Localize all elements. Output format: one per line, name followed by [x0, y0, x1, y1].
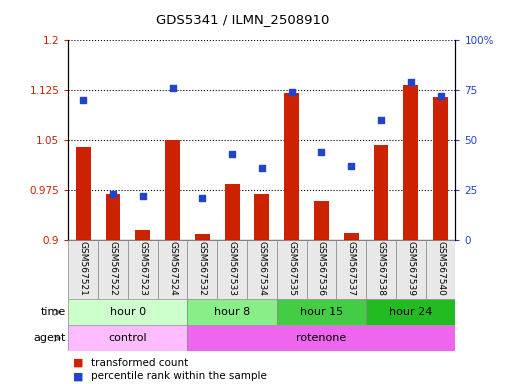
- Bar: [76, 147, 90, 240]
- Text: ■: ■: [73, 371, 84, 381]
- Bar: [194, 234, 210, 240]
- Point: [198, 195, 206, 201]
- Bar: [246, 240, 276, 299]
- Bar: [158, 240, 187, 299]
- Text: hour 24: hour 24: [388, 307, 432, 317]
- Bar: [128, 240, 158, 299]
- Text: GSM567536: GSM567536: [316, 242, 325, 296]
- Bar: [135, 230, 150, 240]
- Point: [376, 117, 384, 123]
- Bar: [365, 240, 395, 299]
- Point: [346, 163, 355, 169]
- Point: [109, 191, 117, 197]
- Text: GSM567523: GSM567523: [138, 242, 147, 296]
- Bar: [284, 93, 298, 240]
- Bar: [106, 194, 120, 240]
- Bar: [313, 201, 328, 240]
- Bar: [395, 240, 425, 299]
- Point: [436, 93, 444, 99]
- Bar: [68, 240, 98, 299]
- Point: [168, 85, 176, 91]
- Text: control: control: [109, 333, 147, 343]
- Point: [317, 149, 325, 155]
- Point: [228, 151, 236, 157]
- Bar: [165, 140, 180, 240]
- Text: rotenone: rotenone: [296, 333, 346, 343]
- Text: hour 8: hour 8: [214, 307, 249, 317]
- Point: [287, 89, 295, 95]
- Bar: [336, 240, 365, 299]
- Bar: [254, 194, 269, 240]
- Text: GSM567524: GSM567524: [168, 242, 177, 296]
- Bar: [68, 299, 187, 325]
- Text: GSM567535: GSM567535: [286, 242, 295, 296]
- Text: GSM567522: GSM567522: [108, 242, 117, 296]
- Text: GSM567539: GSM567539: [406, 242, 415, 296]
- Text: GSM567521: GSM567521: [79, 242, 87, 296]
- Text: transformed count: transformed count: [91, 358, 188, 368]
- Bar: [187, 325, 454, 351]
- Bar: [98, 240, 128, 299]
- Text: agent: agent: [33, 333, 66, 343]
- Point: [79, 97, 87, 103]
- Bar: [217, 240, 246, 299]
- Bar: [432, 97, 447, 240]
- Text: GDS5341 / ILMN_2508910: GDS5341 / ILMN_2508910: [156, 13, 329, 26]
- Text: hour 15: hour 15: [299, 307, 342, 317]
- Point: [406, 79, 414, 85]
- Point: [258, 165, 266, 171]
- Point: [138, 193, 146, 199]
- Text: ■: ■: [73, 358, 84, 368]
- Text: GSM567533: GSM567533: [227, 242, 236, 296]
- Bar: [68, 325, 187, 351]
- Text: GSM567532: GSM567532: [197, 242, 207, 296]
- Bar: [402, 86, 417, 240]
- Bar: [425, 240, 454, 299]
- Text: GSM567540: GSM567540: [435, 242, 444, 296]
- Text: GSM567538: GSM567538: [376, 242, 385, 296]
- Bar: [276, 299, 365, 325]
- Bar: [343, 233, 358, 240]
- Text: time: time: [40, 307, 66, 317]
- Text: percentile rank within the sample: percentile rank within the sample: [91, 371, 267, 381]
- Bar: [276, 240, 306, 299]
- Bar: [187, 299, 276, 325]
- Bar: [373, 145, 388, 240]
- Bar: [365, 299, 454, 325]
- Bar: [306, 240, 336, 299]
- Text: GSM567537: GSM567537: [346, 242, 355, 296]
- Text: GSM567534: GSM567534: [257, 242, 266, 296]
- Bar: [224, 184, 239, 240]
- Text: hour 0: hour 0: [110, 307, 145, 317]
- Bar: [187, 240, 217, 299]
